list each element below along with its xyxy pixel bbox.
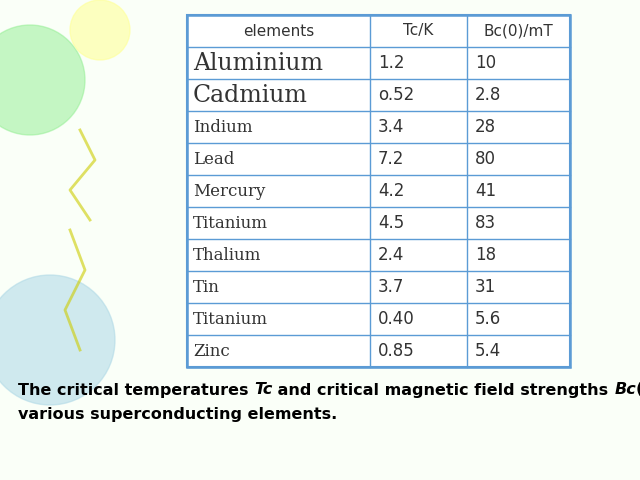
Text: 10: 10	[475, 54, 496, 72]
Text: Tin: Tin	[193, 278, 220, 296]
Text: and critical magnetic field strengths: and critical magnetic field strengths	[273, 383, 614, 397]
Text: 28: 28	[475, 118, 496, 136]
Text: 2.4: 2.4	[378, 246, 404, 264]
Text: (0) for: (0) for	[636, 383, 640, 397]
Text: Titanium: Titanium	[193, 215, 268, 231]
Text: elements: elements	[243, 24, 314, 38]
Text: 31: 31	[475, 278, 496, 296]
Text: Titanium: Titanium	[193, 311, 268, 327]
Text: 4.2: 4.2	[378, 182, 404, 200]
Text: o.52: o.52	[378, 86, 414, 104]
Text: 0.85: 0.85	[378, 342, 415, 360]
Text: 0.40: 0.40	[378, 310, 415, 328]
Text: Thalium: Thalium	[193, 247, 261, 264]
Text: 5.4: 5.4	[475, 342, 501, 360]
Text: various superconducting elements.: various superconducting elements.	[18, 408, 337, 422]
Text: 3.4: 3.4	[378, 118, 404, 136]
Text: 2.8: 2.8	[475, 86, 501, 104]
Bar	[187, 15, 570, 367]
Text: 41: 41	[475, 182, 496, 200]
Text: Indium: Indium	[193, 119, 253, 135]
Text: 4.5: 4.5	[378, 214, 404, 232]
Circle shape	[70, 0, 130, 60]
Text: Aluminium: Aluminium	[193, 51, 323, 74]
Text: 7.2: 7.2	[378, 150, 404, 168]
Text: Bc: Bc	[614, 383, 636, 397]
Circle shape	[0, 25, 85, 135]
Text: 1.2: 1.2	[378, 54, 404, 72]
Text: 83: 83	[475, 214, 496, 232]
Text: 5.6: 5.6	[475, 310, 501, 328]
Bar	[187, 15, 570, 367]
Text: Mercury: Mercury	[193, 182, 266, 200]
Text: 80: 80	[475, 150, 496, 168]
Text: The critical temperatures: The critical temperatures	[18, 383, 254, 397]
Text: Lead: Lead	[193, 151, 234, 168]
Text: Cadmium: Cadmium	[193, 84, 308, 107]
Text: Zinc: Zinc	[193, 343, 230, 360]
Text: Tc: Tc	[254, 383, 273, 397]
Text: Tc/K: Tc/K	[403, 24, 434, 38]
Text: 3.7: 3.7	[378, 278, 404, 296]
Text: 18: 18	[475, 246, 496, 264]
Circle shape	[0, 275, 115, 405]
Text: Bc(0)/mT: Bc(0)/mT	[484, 24, 554, 38]
